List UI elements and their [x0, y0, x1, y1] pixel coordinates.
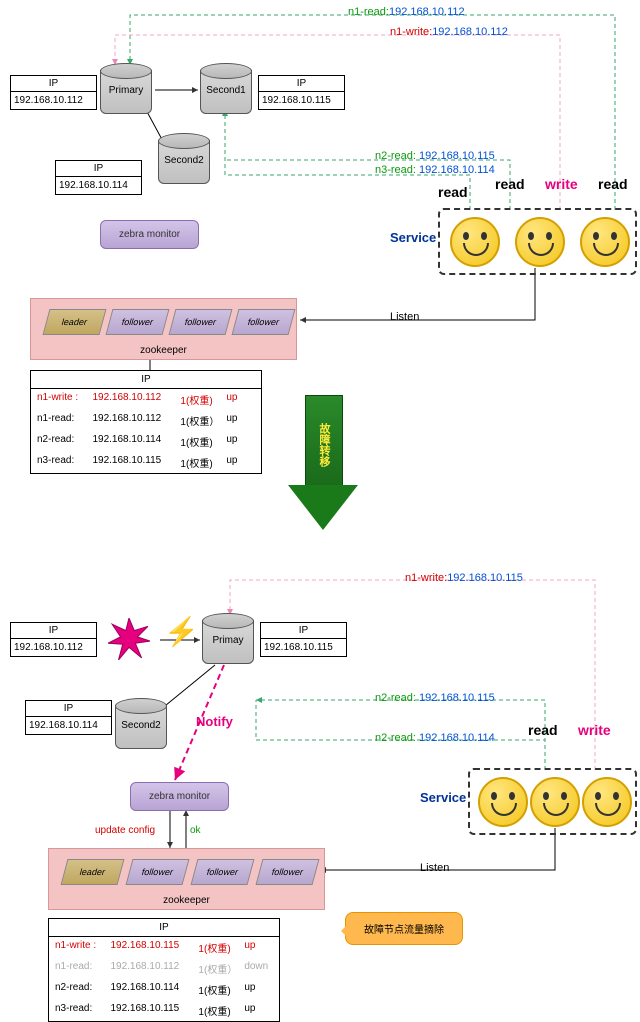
ip-box-b2: IP192.168.10.115 [260, 622, 347, 657]
zk-follower: follower [126, 859, 190, 885]
ip-box-1: IP192.168.10.112 [10, 75, 97, 110]
zk-follower: follower [106, 309, 170, 335]
smile-icon [478, 777, 528, 827]
smile-icon [582, 777, 632, 827]
n2-read-label: n2-read: 192.168.10.115 [375, 150, 495, 162]
arrowhead-icon [288, 485, 358, 530]
op-write: write [545, 176, 578, 192]
n1-write-label: n1-write:192.168.10.112 [390, 26, 508, 38]
service-box-bot [468, 768, 637, 835]
zk-follower: follower [256, 859, 320, 885]
zk-leader: leader [43, 309, 107, 335]
n1-read-label: n1-read:192.168.10.112 [348, 6, 465, 18]
smile-icon [530, 777, 580, 827]
zk-leader: leader [61, 859, 125, 885]
bolt-icon: ⚡ [164, 615, 199, 648]
op-read-1: read [438, 184, 468, 200]
ip-box-2: IP192.168.10.115 [258, 75, 345, 110]
service-label-bot: Service [420, 790, 466, 805]
op-write-b: write [578, 722, 611, 738]
db-second2: Second2 [158, 133, 208, 188]
zookeeper-box-top: leader follower follower follower zookee… [30, 298, 297, 360]
listen-label-bot: Listen [420, 862, 449, 874]
db-second1: Second1 [200, 63, 250, 118]
service-box-top [438, 208, 637, 275]
ok-label: ok [190, 825, 201, 836]
crash-icon [108, 618, 150, 660]
ip-box-b1: IP192.168.10.112 [10, 622, 97, 657]
zebra-monitor-top: zebra monitor [100, 220, 199, 249]
smile-icon [515, 217, 565, 267]
op-read-2: read [495, 176, 525, 192]
service-label-top: Service [390, 230, 436, 245]
failover-arrow: 故障转移 [305, 395, 343, 487]
listen-label-top: Listen [390, 311, 419, 323]
zebra-monitor-bot: zebra monitor [130, 782, 229, 811]
ip-table-bot: IP n1-write :192.168.10.1151(权重)upn1-rea… [48, 918, 280, 1022]
op-read-b: read [528, 722, 558, 738]
update-config-label: update config [95, 825, 155, 836]
ip-box-b3: IP192.168.10.114 [25, 700, 112, 735]
db-second2-bot: Second2 [115, 698, 165, 753]
db-primary-bot: Primay [202, 613, 252, 668]
zk-follower: follower [232, 309, 296, 335]
zk-follower: follower [191, 859, 255, 885]
n2-read-bot: n2-read: 192.168.10.115 [375, 692, 495, 704]
zookeeper-box-bot: leader follower follower follower zookee… [48, 848, 325, 910]
n3-read-label: n3-read: 192.168.10.114 [375, 164, 495, 176]
n2-read2-bot: n2-read: 192.168.10.114 [375, 732, 495, 744]
db-primary: Primary [100, 63, 150, 118]
n1-write-bot: n1-write:192.168.10.115 [405, 572, 523, 584]
diagram-canvas: n1-read:192.168.10.112 n1-write:192.168.… [0, 0, 640, 1008]
smile-icon [450, 217, 500, 267]
ip-box-3: IP192.168.10.114 [55, 160, 142, 195]
zk-follower: follower [169, 309, 233, 335]
ip-table-top: IP n1-write :192.168.10.1121(权重)upn1-rea… [30, 370, 262, 474]
notify-label: Notify [196, 714, 233, 729]
op-read-3: read [598, 176, 628, 192]
smile-icon [580, 217, 630, 267]
callout-bubble: 故障节点流量摘除 [345, 912, 463, 945]
